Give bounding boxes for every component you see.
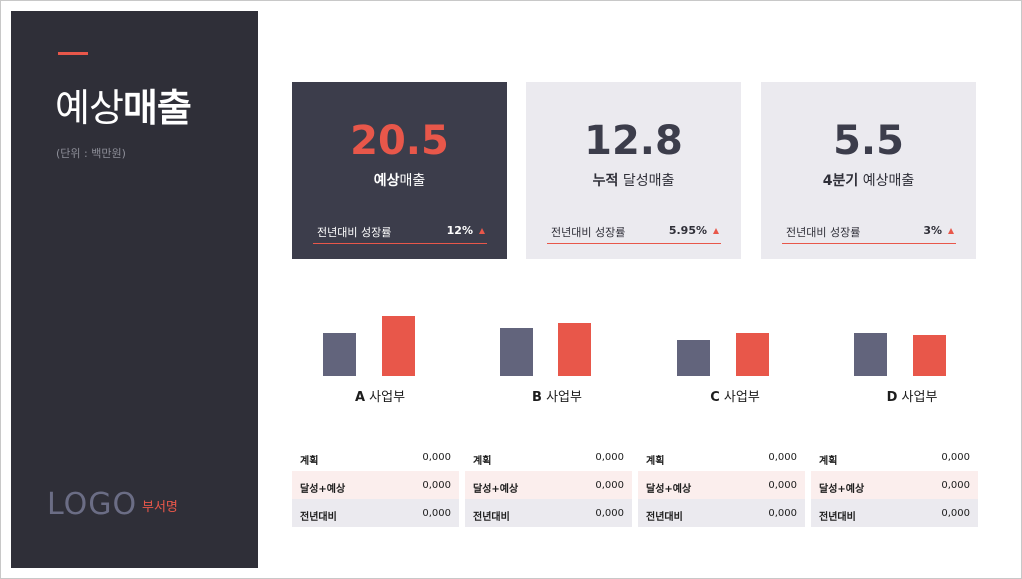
division-letter: D xyxy=(886,390,898,405)
row-label: 전년대비 xyxy=(819,512,856,523)
table-row: 달성+예상 0,000 xyxy=(465,471,632,499)
division-letter: B xyxy=(532,390,542,405)
department-name: 부서명 xyxy=(142,500,178,515)
kpi-card-forecast: 20.5 예상매출 전년대비 성장률 12% xyxy=(292,82,507,259)
table-row: 전년대비 0,000 xyxy=(465,499,632,527)
row-value: 0,000 xyxy=(595,452,624,463)
up-triangle-icon xyxy=(479,228,485,234)
table-row: 계획 0,000 xyxy=(811,443,978,471)
division-letter: A xyxy=(354,390,366,405)
kpi-value: 5.5 xyxy=(833,118,904,164)
kpi-label: 누적 달성매출 xyxy=(526,170,741,190)
bar-plan xyxy=(323,333,356,376)
row-label: 달성+예상 xyxy=(473,484,519,495)
title-light: 예상 xyxy=(55,86,124,130)
row-value: 0,000 xyxy=(768,508,797,519)
division-name: 사업부 xyxy=(897,390,938,405)
division-label: A 사업부 xyxy=(305,386,455,405)
division-chart-d: D 사업부 xyxy=(837,300,987,415)
growth-row: 전년대비 성장률 12% xyxy=(313,222,487,244)
kpi-label-bold: 4분기 xyxy=(822,173,859,189)
division-table-c: 계획 0,000 달성+예상 0,000 전년대비 0,000 xyxy=(638,443,805,527)
kpi-label-rest: 달성매출 xyxy=(618,173,675,189)
division-chart-a: A 사업부 xyxy=(305,300,455,415)
row-value: 0,000 xyxy=(422,452,451,463)
table-row: 달성+예상 0,000 xyxy=(292,471,459,499)
kpi-label-bold: 예상 xyxy=(373,173,400,189)
row-value: 0,000 xyxy=(941,452,970,463)
row-value: 0,000 xyxy=(422,480,451,491)
row-value: 0,000 xyxy=(595,480,624,491)
kpi-label-rest: 예상매출 xyxy=(858,173,915,189)
bar-actual xyxy=(736,333,769,376)
growth-label: 전년대비 성장률 xyxy=(317,226,392,239)
growth-row: 전년대비 성장률 3% xyxy=(782,222,956,244)
up-triangle-icon xyxy=(948,228,954,234)
bar-plan xyxy=(854,333,887,376)
unit-note: (단위 : 백만원) xyxy=(56,147,126,160)
table-row: 계획 0,000 xyxy=(292,443,459,471)
bar-actual xyxy=(913,335,946,376)
bar-plan xyxy=(677,340,710,376)
logo: LOGO xyxy=(47,487,138,522)
division-label: D 사업부 xyxy=(837,386,987,405)
table-row: 달성+예상 0,000 xyxy=(811,471,978,499)
sidebar: 예상매출 (단위 : 백만원) LOGO 부서명 xyxy=(11,11,258,568)
row-value: 0,000 xyxy=(941,508,970,519)
division-table-b: 계획 0,000 달성+예상 0,000 전년대비 0,000 xyxy=(465,443,632,527)
row-label: 달성+예상 xyxy=(819,484,865,495)
table-row: 계획 0,000 xyxy=(465,443,632,471)
row-value: 0,000 xyxy=(768,480,797,491)
table-row: 달성+예상 0,000 xyxy=(638,471,805,499)
division-label: C 사업부 xyxy=(660,386,810,405)
division-letter: C xyxy=(710,390,720,405)
row-value: 0,000 xyxy=(768,452,797,463)
growth-row: 전년대비 성장률 5.95% xyxy=(547,222,721,244)
growth-label: 전년대비 성장률 xyxy=(551,226,626,239)
kpi-label-bold: 누적 xyxy=(592,173,619,189)
row-label: 전년대비 xyxy=(473,512,510,523)
row-label: 달성+예상 xyxy=(646,484,692,495)
growth-value: 5.95% xyxy=(668,224,707,237)
bar-plan xyxy=(500,328,533,376)
up-triangle-icon xyxy=(713,228,719,234)
division-name: 사업부 xyxy=(365,390,406,405)
division-label: B 사업부 xyxy=(482,386,632,405)
title-bold: 매출 xyxy=(122,86,192,130)
kpi-label: 4분기 예상매출 xyxy=(761,170,976,190)
growth-label: 전년대비 성장률 xyxy=(786,226,861,239)
row-value: 0,000 xyxy=(595,508,624,519)
table-row: 계획 0,000 xyxy=(638,443,805,471)
division-name: 사업부 xyxy=(541,390,582,405)
table-row: 전년대비 0,000 xyxy=(638,499,805,527)
row-label: 전년대비 xyxy=(646,512,683,523)
table-row: 전년대비 0,000 xyxy=(811,499,978,527)
row-label: 계획 xyxy=(819,456,838,467)
division-chart-c: C 사업부 xyxy=(660,300,810,415)
table-row: 전년대비 0,000 xyxy=(292,499,459,527)
kpi-label-rest: 매출 xyxy=(399,173,426,189)
division-chart-b: B 사업부 xyxy=(482,300,632,415)
row-value: 0,000 xyxy=(422,508,451,519)
kpi-card-cumulative: 12.8 누적 달성매출 전년대비 성장률 5.95% xyxy=(526,82,741,259)
growth-value: 3% xyxy=(923,224,942,237)
kpi-card-q4: 5.5 4분기 예상매출 전년대비 성장률 3% xyxy=(761,82,976,259)
growth-value: 12% xyxy=(446,224,473,237)
row-label: 계획 xyxy=(300,456,319,467)
row-value: 0,000 xyxy=(941,480,970,491)
kpi-value: 20.5 xyxy=(350,118,449,164)
bar-actual xyxy=(382,316,415,376)
accent-line xyxy=(58,52,88,55)
kpi-value: 12.8 xyxy=(584,118,683,164)
division-table-d: 계획 0,000 달성+예상 0,000 전년대비 0,000 xyxy=(811,443,978,527)
bar-actual xyxy=(558,323,591,376)
row-label: 전년대비 xyxy=(300,512,337,523)
row-label: 달성+예상 xyxy=(300,484,346,495)
kpi-label: 예상매출 xyxy=(292,170,507,190)
row-label: 계획 xyxy=(473,456,492,467)
page-title: 예상매출 xyxy=(55,77,192,132)
division-table-a: 계획 0,000 달성+예상 0,000 전년대비 0,000 xyxy=(292,443,459,527)
row-label: 계획 xyxy=(646,456,665,467)
division-name: 사업부 xyxy=(719,390,760,405)
